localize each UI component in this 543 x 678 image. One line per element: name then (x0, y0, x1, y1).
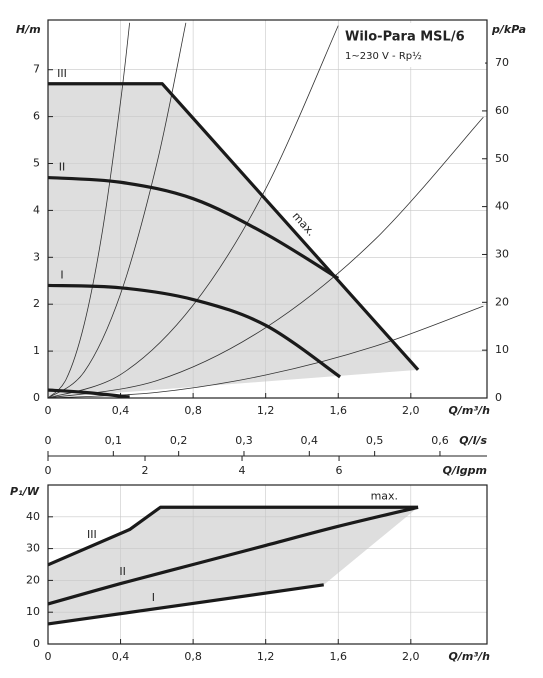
y-tick-label: 2 (33, 297, 40, 310)
system-curve (48, 22, 187, 398)
chart-subtitle: 1~230 V - Rp½ (345, 50, 422, 62)
y-axis-label: P₁/W (10, 485, 40, 498)
x-tick-label: 1,2 (257, 404, 275, 417)
system-curve (48, 22, 131, 398)
plot-frame (47, 484, 488, 645)
y-tick-label: 5 (33, 157, 40, 170)
y-tick-label: 30 (26, 542, 40, 555)
chart-title: Wilo-Para MSL/6 (345, 30, 465, 45)
pump-curve (47, 175, 340, 280)
x-axis-label: Q/m³/h (449, 404, 491, 417)
max-label: max. (371, 489, 398, 502)
secondary-x-axis-label: Q/l/s (459, 434, 487, 447)
system-curve (48, 25, 339, 398)
secondary-x-tick-label: 0,3 (235, 434, 253, 447)
curve-label: III (57, 67, 67, 80)
plot-frame (47, 19, 488, 399)
system-curve (48, 116, 484, 398)
operating-range (48, 83, 419, 398)
x-tick-label: 1,2 (257, 650, 275, 663)
secondary-x-tick-label: 6 (336, 464, 343, 477)
y-tick-label: 0 (33, 637, 40, 650)
x-tick-label: 2,0 (402, 404, 420, 417)
operating-range (48, 507, 419, 624)
y-tick-label: 3 (33, 250, 40, 263)
y-tick-label: 4 (33, 203, 40, 216)
y-tick-label: 10 (26, 605, 40, 618)
y-tick-label: 20 (26, 573, 40, 586)
y2-tick-label: 0 (495, 391, 502, 404)
y2-tick-label: 60 (495, 104, 509, 117)
pump-curve (47, 505, 419, 606)
y-tick-label: 7 (33, 63, 40, 76)
secondary-x-tick-label: 0,5 (366, 434, 384, 447)
x-tick-label: 2,0 (402, 650, 420, 663)
y2-tick-label: 10 (495, 343, 509, 356)
x-tick-label: 1,6 (329, 404, 347, 417)
secondary-x-tick-label: 0,1 (105, 434, 123, 447)
secondary-x-tick-label: 0,2 (170, 434, 188, 447)
x-tick-label: 0,8 (184, 650, 202, 663)
x-tick-label: 0 (45, 404, 52, 417)
pump-curve (47, 283, 341, 379)
y-tick-label: 6 (33, 110, 40, 123)
pump-curve (47, 505, 419, 567)
x-tick-label: 0,4 (112, 404, 130, 417)
secondary-x-tick-label: 2 (142, 464, 149, 477)
curve-label: II (59, 161, 66, 174)
y-axis-label: H/m (16, 23, 41, 36)
x-tick-label: 0,4 (112, 650, 130, 663)
y-tick-label: 1 (33, 344, 40, 357)
title-box (339, 23, 485, 67)
pump-curve (47, 583, 324, 626)
curve-label: I (152, 591, 155, 604)
x-tick-label: 0,8 (184, 404, 202, 417)
system-curves (48, 22, 484, 398)
y2-tick-label: 70 (495, 56, 509, 69)
secondary-x-tick-label: 4 (239, 464, 246, 477)
y-tick-label: 0 (33, 391, 40, 404)
y-tick-label: 40 (26, 510, 40, 523)
x-tick-label: 0 (45, 650, 52, 663)
secondary-x-tick-label: 0 (45, 434, 52, 447)
y2-axis-label: p/kPa (491, 23, 526, 36)
secondary-x-tick-label: 0 (45, 464, 52, 477)
curve-label: I (60, 268, 63, 281)
curve-label: III (87, 528, 97, 541)
y2-tick-label: 30 (495, 247, 509, 260)
y2-tick-label: 50 (495, 152, 509, 165)
x-axis-label: Q/m³/h (449, 650, 491, 663)
secondary-x-axis-label: Q/lgpm (443, 464, 487, 477)
secondary-x-tick-label: 0,4 (301, 434, 319, 447)
y2-tick-label: 20 (495, 295, 509, 308)
y2-tick-label: 40 (495, 200, 509, 213)
x-tick-label: 1,6 (329, 650, 347, 663)
curve-label: II (119, 565, 126, 578)
pump-curve (47, 388, 130, 399)
secondary-x-tick-label: 0,6 (431, 434, 449, 447)
